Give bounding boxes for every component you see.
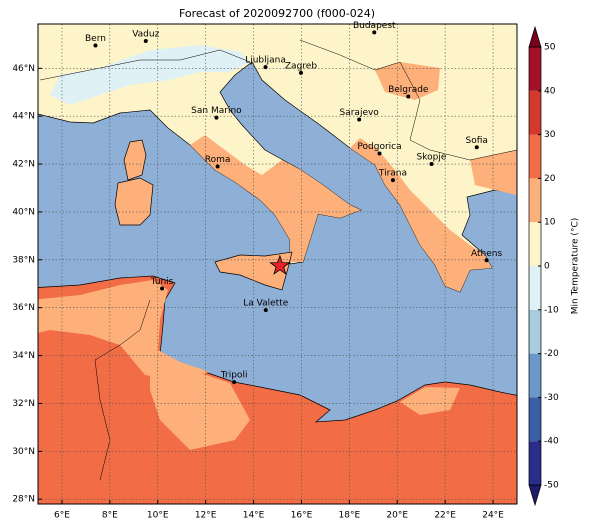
location-star (269, 254, 291, 275)
colorbar-segment (529, 222, 541, 266)
colorbar-tick-label: 0 (544, 262, 550, 272)
sardinia (114, 177, 154, 226)
city-dot (298, 70, 303, 75)
city-dot (263, 65, 268, 70)
city-label: Zagreb (285, 61, 317, 71)
city-dot (160, 286, 165, 291)
y-tick-label: 30°N (12, 447, 35, 457)
alps-cold (50, 45, 250, 105)
map-frame (37, 23, 518, 505)
x-tick-label: 12°E (195, 511, 217, 521)
city-dot (377, 151, 382, 156)
city-dot (214, 115, 219, 120)
colorbar-tick-label: -30 (544, 393, 559, 403)
border (39, 49, 251, 81)
y-tick-label: 44°N (12, 112, 35, 122)
x-tick-label: 16°E (291, 511, 313, 521)
colorbar-tick-label: -20 (544, 349, 559, 359)
colorbar-tick-label: 10 (544, 218, 556, 228)
colorbar-tick-label: -10 (544, 305, 559, 315)
city-label: Ljubljana (245, 56, 286, 66)
city-label: Bern (85, 34, 106, 44)
colorbar-tick-label: 30 (544, 130, 556, 140)
city-dot (263, 308, 268, 313)
colorbar-tick-label: -50 (544, 481, 559, 491)
colorbar-tick-label: 20 (544, 174, 556, 184)
y-tick-label: 46°N (12, 64, 35, 74)
y-tick-label: 42°N (12, 160, 35, 170)
title: Forecast of 2020092700 (f000-024) (179, 7, 375, 20)
city-dot (143, 38, 148, 43)
sahara-warm (150, 360, 250, 450)
colorbar-segment (529, 47, 541, 91)
city-label: San Marino (191, 106, 242, 116)
city-dot (390, 178, 395, 183)
city-dot (93, 43, 98, 48)
x-tick-label: 22°E (434, 511, 456, 521)
y-tick-label: 28°N (12, 495, 35, 505)
city-label: Roma (205, 155, 231, 165)
city-label: Tirana (378, 169, 407, 179)
colorbar-extend-under (528, 484, 542, 507)
colorbar-segment (529, 266, 541, 310)
city-label: Podgorica (357, 142, 401, 152)
colorbar-tick-label: 40 (544, 86, 556, 96)
tunisia-warm (38, 280, 210, 380)
colorbar-segment (529, 441, 541, 485)
colorbar-label: Min Temperature (°C) (571, 218, 581, 315)
cyrenaica-warm (400, 387, 460, 415)
x-tick-label: 24°E (482, 511, 504, 521)
x-tick-label: 8°E (102, 511, 118, 521)
italy-warm (190, 135, 361, 262)
balkan-warm (350, 138, 492, 292)
sicily (214, 251, 293, 291)
pannonia-warm (375, 62, 440, 100)
aegean-warm (470, 150, 517, 195)
city-label: Vaduz (132, 29, 159, 39)
border (299, 39, 517, 161)
city-label: Tunis (150, 277, 174, 287)
city-dot (484, 258, 489, 263)
y-tick-label: 32°N (12, 399, 35, 409)
colorbar-segment (529, 178, 541, 223)
colorbar-segment (529, 134, 541, 179)
city-label: Sarajevo (340, 108, 380, 118)
city-label: Budapest (353, 21, 396, 31)
city-label: Belgrade (388, 85, 429, 95)
city-label: Tripoli (220, 371, 248, 381)
x-tick-label: 6°E (54, 511, 70, 521)
x-tick-label: 18°E (339, 511, 361, 521)
y-tick-label: 38°N (12, 255, 35, 265)
city-dot (429, 162, 434, 167)
border (94, 299, 151, 481)
city-dot (406, 94, 411, 99)
city-dot (215, 164, 220, 169)
corsica (123, 139, 147, 181)
x-tick-label: 10°E (147, 511, 169, 521)
colorbar-segment (529, 353, 541, 398)
y-tick-label: 34°N (12, 351, 35, 361)
grid (38, 24, 517, 504)
city-dot (474, 145, 479, 150)
city-dot (357, 117, 362, 122)
colorbar-tick-label: -40 (544, 437, 559, 447)
city-label: Skopje (417, 153, 447, 163)
x-tick-label: 20°E (386, 511, 408, 521)
colorbar-segment (529, 397, 541, 442)
y-tick-label: 36°N (12, 303, 35, 313)
colorbar-segment (529, 90, 541, 135)
city-dot (232, 380, 237, 385)
x-tick-label: 14°E (243, 511, 265, 521)
y-tick-label: 40°N (12, 207, 35, 217)
city-label: La Valette (243, 299, 288, 309)
city-label: Sofia (466, 136, 488, 146)
colorbar-segment (529, 309, 541, 354)
colorbar-extend-over (528, 25, 542, 48)
city-label: Athens (471, 249, 502, 259)
colorbar-tick-label: 50 (544, 43, 556, 53)
city-dot (372, 30, 377, 35)
